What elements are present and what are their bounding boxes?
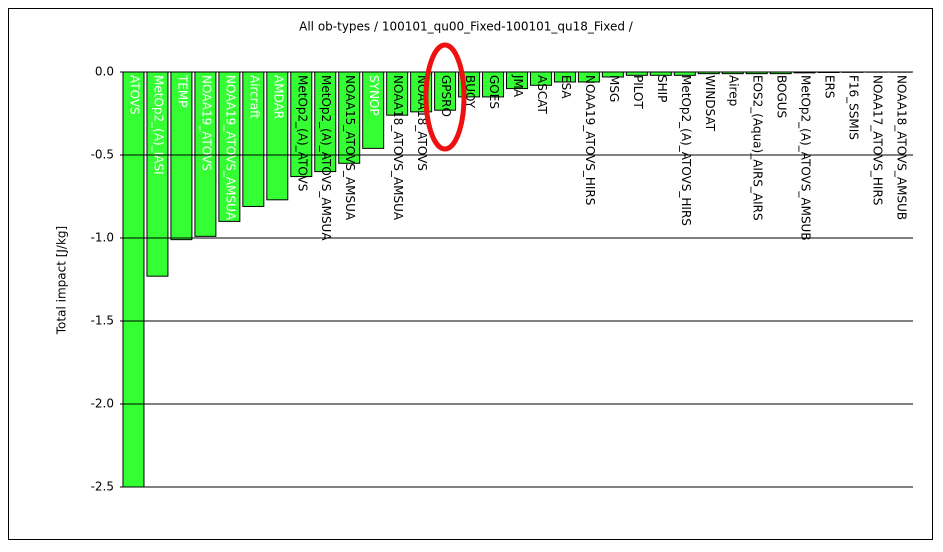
y-tick-label: -1.0 [91,231,114,245]
x-tick-label: F16_SSMIS [847,75,861,140]
x-tick-label: MetOp2_(A)_ATOVS_HIRS [679,75,693,226]
x-tick-label: NOAA18_ATOVS_AMSUB [895,75,909,220]
x-tick-label: ERS [823,75,837,99]
x-tick-label: NOAA18_ATOVS_AMSUA [391,75,405,221]
x-tick-label: TEMP [175,74,189,108]
y-axis-label: Total impact [J/kg] [55,226,69,335]
x-tick-label: GOES [487,75,501,109]
x-tick-label: SYNOP [367,75,381,116]
y-tick-label: 0.0 [95,65,114,79]
x-tick-label: NOAA15_ATOVS_AMSUA [343,75,357,221]
y-tick-label: -0.5 [91,148,114,162]
x-tick-label: NOAA17_ATOVS_HIRS [871,75,885,205]
x-tick-label: ASCAT [535,75,549,114]
x-tick-label: MetOp2_(A)_ATOVS_AMSUA [319,75,333,241]
x-tick-label: NOAA19_ATOVS [199,75,213,171]
y-tick-label: -1.5 [91,314,114,328]
x-tick-label: BOGUS [775,75,789,118]
x-tick-label: EOS2_(Aqua)_AIRS_AIRS [751,75,765,221]
x-tick-label: MSG [607,75,621,102]
x-tick-label: Aircraft [247,75,261,119]
y-tick-label: -2.5 [91,480,114,494]
x-tick-label: ESA [559,75,573,99]
plot-area: 0.0 -0.5 -1.0 -1.5 -2.0 -2.5 ATOVS MetOp2_(A)_I… [91,65,913,494]
bar [123,72,144,487]
x-tick-label: WINDSAT [703,75,717,132]
x-tick-label: PILOT [631,75,645,109]
x-tick-label: JMA [511,74,525,98]
y-tick-label: -2.0 [91,397,114,411]
x-tick-label: Airep [727,75,741,106]
x-tick-label: MetOp2_(A)_IASI [151,75,165,175]
x-tick-label: ATOVS [127,75,141,115]
x-tick-label: SHIP [655,75,669,102]
x-tick-label: MetOp2_(A)_ATOVS [295,75,309,191]
x-tick-label: AMDAR [271,75,285,119]
chart-title: All ob-types / 100101_qu00_Fixed-100101_… [299,20,634,34]
x-tick-label: MetOp2_(A)_ATOVS_AMSUB [799,75,813,241]
x-tick-label: NOAA19_ATOVS_HIRS [583,75,597,205]
x-tick-label: GPSRO [439,75,453,117]
x-tick-label: NOAA19_ATOVS_AMSUA [223,75,237,221]
